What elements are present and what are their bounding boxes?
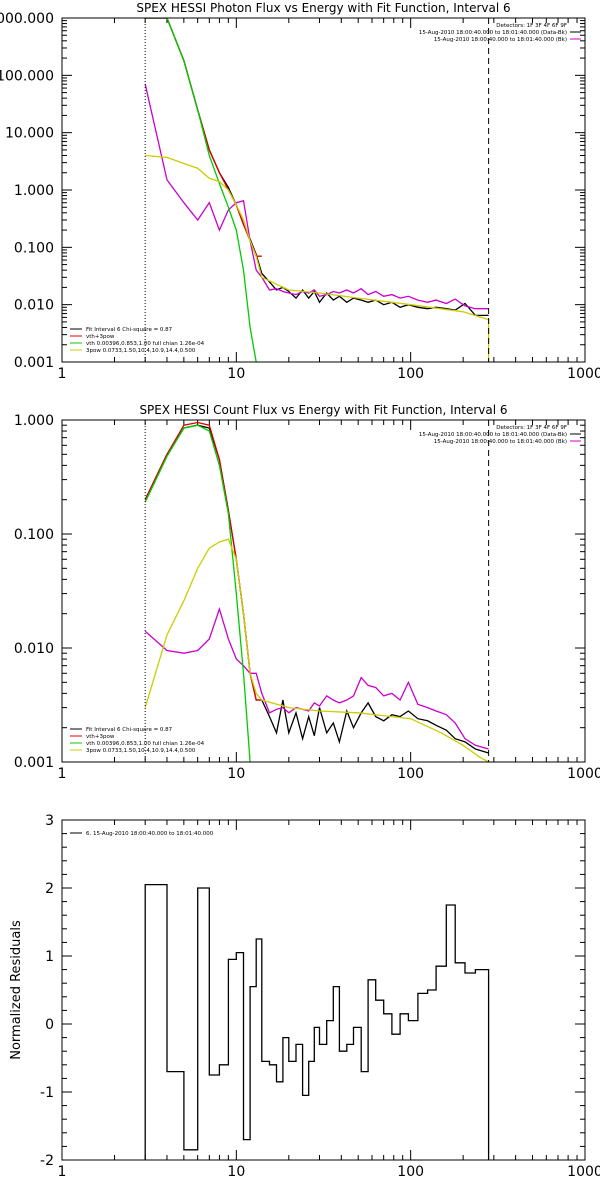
- chart-1-y-tick-label: 0.001: [14, 355, 54, 371]
- chart-1-x-tick-label: 10: [227, 366, 245, 382]
- chart-3-frame: [61, 819, 586, 1161]
- chart-3-legend: 6. 15-Aug-2010 18:00:40.000 to 18:01:40.…: [70, 831, 214, 837]
- chart-3-y-tick-label: 1: [45, 949, 54, 965]
- chart-1: SPEX HESSI Photon Flux vs Energy with Fi…: [0, 1, 600, 382]
- chart-2-y-tick-label: 0.001: [14, 755, 54, 771]
- chart-2-legend-label: vth 0.00396,0.853,1.00 full chian 1.26e-…: [86, 741, 205, 747]
- chart-3-legend-label: 6. 15-Aug-2010 18:00:40.000 to 18:01:40.…: [86, 831, 214, 837]
- chart-1-title: SPEX HESSI Photon Flux vs Energy with Fi…: [136, 1, 510, 15]
- chart-3-y-axis-label: Normalized Residuals: [9, 920, 24, 1060]
- chart-2-title: SPEX HESSI Count Flux vs Energy with Fit…: [139, 403, 507, 417]
- chart-1-legend: Fit Interval 6 Chi-square = 0.87vth+3pow…: [70, 327, 205, 354]
- chart-2-x-tick-label: 1: [58, 766, 67, 782]
- chart-1-series-1: [145, 18, 489, 317]
- chart-1-series-group: [144, 18, 490, 362]
- chart-3: 1 10 100 1000 -2 -1 0 1 2 3 Normalized Residuals 6.…: [9, 813, 600, 1180]
- chart-1-legend-label: 3pow 0.0733,1.50,10.4,10.9,14.4,0.500: [86, 348, 196, 354]
- chart-1-y-ticks: [62, 20, 585, 363]
- chart-2-x-tick-label: 10: [227, 766, 245, 782]
- chart-2-info-line: Detectors: 1F 3F 4F 6F 9F: [496, 425, 567, 431]
- chart-1-info-line: 15-Aug-2010 18:00:40.000 to 18:01:40.000…: [419, 30, 567, 36]
- chart-2-frame: [61, 419, 586, 763]
- chart-3-y-ticks: [62, 819, 585, 1161]
- chart-3-y-tick-label: 0: [45, 1017, 54, 1033]
- chart-1-y-tick-label: 1.000: [14, 183, 54, 199]
- chart-3-y-tick-label: -1: [40, 1085, 54, 1101]
- chart-1-y-tick-label: 100.000: [0, 68, 54, 84]
- chart-2-series-5: [144, 538, 489, 762]
- chart-2-info-line: 15-Aug-2010 18:00:40.000 to 18:01:40.000…: [419, 432, 567, 438]
- chart-3-x-tick-label: 1000: [567, 1164, 600, 1180]
- chart-2-info-line: 15-Aug-2010 18:00:40.000 to 18:01:40.000…: [434, 439, 567, 445]
- chart-2-x-tick-label: 100: [397, 766, 424, 782]
- chart-1-legend-label: vth+3pow: [86, 334, 115, 340]
- chart-1-series-2: [144, 84, 489, 310]
- chart-1-series-4: [145, 18, 257, 362]
- chart-2-y-tick-label: 1.000: [14, 413, 54, 429]
- chart-1-x-tick-label: 1000: [567, 366, 600, 382]
- chart-3-x-tick-label: 100: [397, 1164, 424, 1180]
- chart-1-legend-label: vth 0.00396,0.853,1.00 full chian 1.26e-…: [86, 341, 205, 347]
- chart-1-y-tick-label: 0.010: [14, 298, 54, 314]
- chart-2: SPEX HESSI Count Flux vs Energy with Fit…: [14, 403, 600, 782]
- chart-1-y-tick-label: 1000.000: [0, 11, 54, 27]
- chart-3-y-tick-label: 2: [45, 881, 54, 897]
- chart-1-series-5: [145, 154, 490, 362]
- chart-3-x-ticks: [61, 820, 578, 1160]
- chart-3-series-1: [144, 883, 490, 1160]
- chart-3-y-tick-label: -2: [40, 1153, 54, 1169]
- chart-2-x-tick-label: 1000: [567, 766, 600, 782]
- chart-2-legend-label: vth+3pow: [86, 734, 115, 740]
- chart-3-x-tick-label: 1: [58, 1164, 67, 1180]
- chart-1-legend-label: Fit Interval 6 Chi-square = 0.87: [86, 327, 173, 333]
- chart-1-y-tick-label: 0.100: [14, 240, 54, 256]
- chart-2-legend-label: 3pow 0.0733,1.50,10.4,10.9,14.4,0.500: [86, 748, 196, 754]
- chart-1-info-line: Detectors: 1F 3F 4F 6F 9F: [496, 23, 567, 29]
- chart-1-y-tick-label: 10.000: [5, 126, 54, 142]
- chart-3-series-group: [144, 883, 490, 1160]
- chart-2-y-tick-label: 0.100: [14, 527, 54, 543]
- chart-1-info-line: 15-Aug-2010 18:00:40.000 to 18:01:40.000…: [434, 37, 567, 43]
- chart-1-frame: [61, 17, 586, 363]
- chart-1-x-tick-label: 100: [397, 366, 424, 382]
- chart-1-x-tick-label: 1: [58, 366, 67, 382]
- chart-2-legend-label: Fit Interval 6 Chi-square = 0.87: [86, 727, 173, 733]
- chart-2-y-tick-label: 0.010: [14, 641, 54, 657]
- chart-1-x-ticks: [61, 18, 578, 362]
- chart-2-legend: Fit Interval 6 Chi-square = 0.87vth+3pow…: [70, 727, 205, 754]
- chart-3-x-tick-label: 10: [227, 1164, 245, 1180]
- chart-2-series-group: [144, 421, 489, 762]
- chart-3-y-tick-label: 3: [45, 813, 54, 829]
- chart-2-series-4: [144, 424, 251, 762]
- chart-2-series-2: [144, 606, 489, 750]
